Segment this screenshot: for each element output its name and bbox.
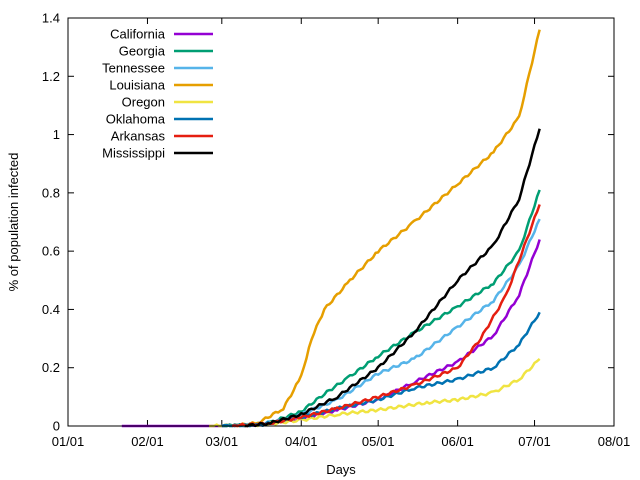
- legend-label: Tennessee: [102, 61, 165, 76]
- legend-label: Arkansas: [111, 129, 166, 144]
- y-tick-label: 0.8: [42, 185, 60, 200]
- y-tick-label: 0: [53, 419, 60, 434]
- x-tick-label: 03/01: [206, 434, 239, 449]
- y-axis-label: % of population infected: [6, 153, 21, 292]
- series-line-arkansas: [231, 204, 541, 428]
- x-tick-label: 07/01: [518, 434, 551, 449]
- y-tick-label: 1.4: [42, 11, 60, 26]
- x-tick-label: 06/01: [441, 434, 474, 449]
- series-line-california: [121, 239, 541, 428]
- y-tick-label: 0.4: [42, 302, 60, 317]
- y-tick-label: 0.6: [42, 244, 60, 259]
- legend-label: Oregon: [122, 95, 165, 110]
- y-tick-label: 1.2: [42, 69, 60, 84]
- plot-frame: [67, 17, 615, 427]
- legend: California Georgia Tennessee Louisiana Orego…: [102, 27, 213, 161]
- x-tick-label: 02/01: [131, 434, 164, 449]
- series-line-mississippi: [244, 128, 541, 428]
- legend-label: Oklahoma: [106, 112, 166, 127]
- y-tick-label: 0.2: [42, 360, 60, 375]
- x-axis-label: Days: [326, 462, 356, 477]
- legend-label: Louisiana: [109, 78, 165, 93]
- ticks-layer: 01/01 02/01 03/01 04/01 05/01 06/01 07/01 08/01…: [42, 11, 630, 450]
- x-tick-label: 01/01: [52, 434, 85, 449]
- legend-label: California: [110, 27, 166, 42]
- legend-label: Georgia: [119, 44, 166, 59]
- x-tick-label: 04/01: [285, 434, 318, 449]
- series-layer: [121, 29, 541, 428]
- y-tick-label: 1: [53, 127, 60, 142]
- x-tick-label: 05/01: [362, 434, 395, 449]
- legend-label: Mississippi: [102, 146, 165, 161]
- x-tick-label: 08/01: [598, 434, 631, 449]
- series-line-louisiana: [231, 29, 541, 428]
